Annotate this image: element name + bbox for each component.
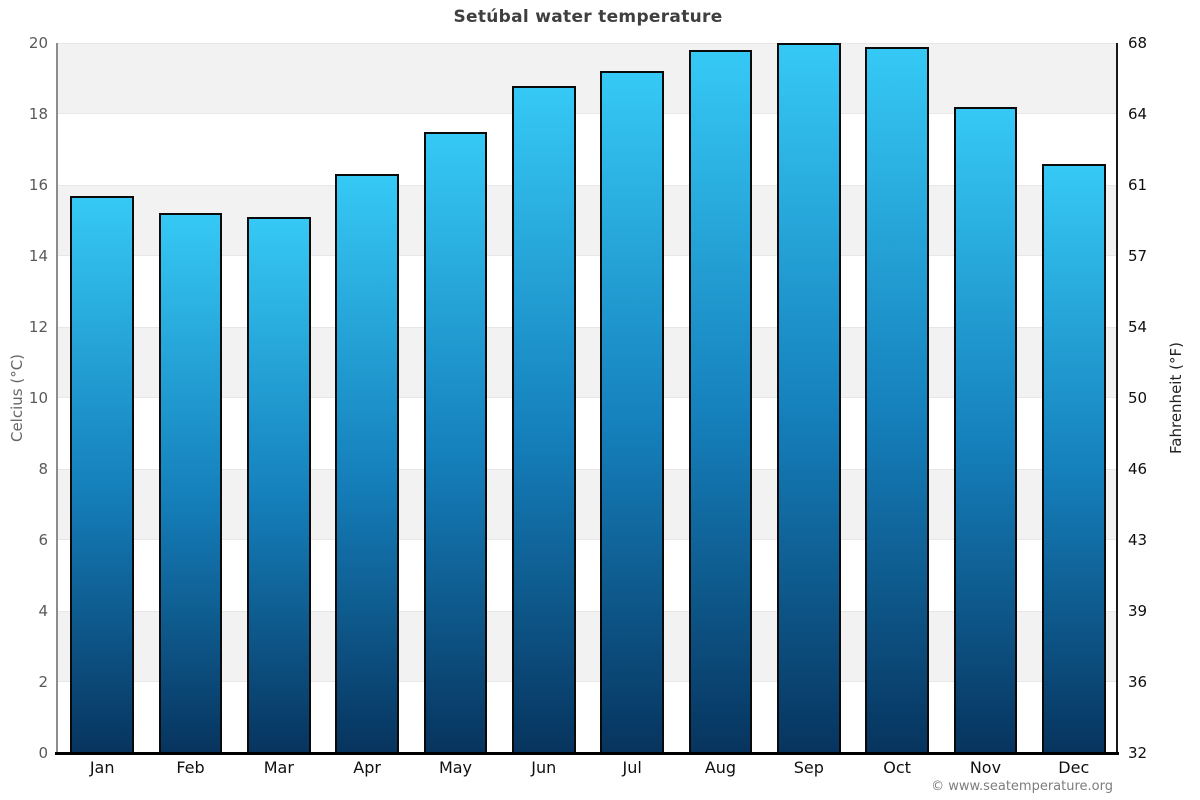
month-axis-labels: Jan Feb Mar Apr May Jun Jul Aug Sep Oct Nov Dec xyxy=(58,758,1118,777)
month-label-mar: Mar xyxy=(263,758,294,777)
grid-band xyxy=(58,611,1118,682)
celsius-tick-4: 4 xyxy=(38,602,48,620)
bar-dec xyxy=(1041,163,1106,753)
month-label-feb: Feb xyxy=(176,758,205,777)
bar-slot-mar xyxy=(235,43,323,753)
bar-oct xyxy=(865,46,929,753)
celsius-tick-6: 6 xyxy=(38,531,48,549)
bar-aug xyxy=(688,50,753,753)
fahrenheit-axis-title: Fahrenheit (°F) xyxy=(1167,342,1185,454)
grid-band xyxy=(58,682,1118,753)
bar-slot-jun xyxy=(500,43,588,753)
bar-slot-apr xyxy=(323,43,411,753)
month-label-jan: Jan xyxy=(89,758,115,777)
copyright-credit: © www.seatemperature.org xyxy=(931,779,1113,794)
grid-band xyxy=(58,43,1118,114)
grid-band xyxy=(58,185,1118,256)
fahrenheit-tick-39: 39 xyxy=(1128,602,1148,620)
chart-title: Setúbal water temperature xyxy=(453,7,723,27)
y-axis-line-celsius xyxy=(56,43,58,753)
y-axis-line-fahrenheit xyxy=(1116,43,1118,753)
bar-jun xyxy=(512,85,576,753)
bar-slot-sep xyxy=(765,43,853,753)
bar-slot-aug xyxy=(676,43,764,753)
bar-sep xyxy=(776,43,841,753)
bar-slot-nov xyxy=(941,43,1029,753)
bar-nov xyxy=(953,106,1018,753)
bar-apr xyxy=(335,174,399,753)
fahrenheit-tick-57: 57 xyxy=(1128,247,1148,265)
bar-slot-feb xyxy=(146,43,234,753)
celsius-tick-2: 2 xyxy=(38,673,48,691)
month-label-dec: Dec xyxy=(1058,758,1090,777)
month-label-jul: Jul xyxy=(622,758,642,777)
bar-jul xyxy=(600,71,664,753)
month-label-nov: Nov xyxy=(969,758,1002,777)
grid-band xyxy=(58,256,1118,327)
fahrenheit-tick-46: 46 xyxy=(1128,460,1148,478)
celsius-tick-16: 16 xyxy=(28,176,48,194)
bar-feb xyxy=(158,213,223,753)
month-label-sep: Sep xyxy=(793,758,824,777)
bar-slot-jul xyxy=(588,43,676,753)
month-label-may: May xyxy=(438,758,473,777)
plot-area xyxy=(58,43,1118,753)
month-label-oct: Oct xyxy=(883,758,911,777)
fahrenheit-tick-43: 43 xyxy=(1128,531,1148,549)
fahrenheit-tick-50: 50 xyxy=(1128,389,1148,407)
fahrenheit-tick-labels: 68 64 61 57 54 50 46 43 39 36 32 xyxy=(1128,34,1188,762)
grid-band xyxy=(58,114,1118,185)
bar-jan xyxy=(70,195,134,753)
grid-band xyxy=(58,327,1118,398)
celsius-tick-10: 10 xyxy=(28,389,48,407)
grid-band xyxy=(58,540,1118,611)
bar-slot-may xyxy=(411,43,499,753)
celsius-tick-12: 12 xyxy=(28,318,48,336)
grid-band xyxy=(58,469,1118,540)
celsius-axis-title: Celcius (°C) xyxy=(8,353,26,443)
bar-may xyxy=(423,131,488,753)
bar-slot-dec xyxy=(1030,43,1118,753)
bar-slot-jan xyxy=(58,43,146,753)
fahrenheit-tick-36: 36 xyxy=(1128,673,1148,691)
celsius-tick-14: 14 xyxy=(28,247,48,265)
month-label-aug: Aug xyxy=(704,758,737,777)
bar-mar xyxy=(247,216,311,753)
celsius-tick-8: 8 xyxy=(38,460,48,478)
celsius-tick-labels: 20 18 16 14 12 10 8 6 4 2 0 xyxy=(0,34,48,762)
fahrenheit-tick-54: 54 xyxy=(1128,318,1148,336)
celsius-tick-0: 0 xyxy=(38,744,48,762)
x-axis-line xyxy=(55,752,1119,755)
fahrenheit-tick-64: 64 xyxy=(1128,105,1148,123)
bar-series xyxy=(58,43,1118,753)
celsius-tick-18: 18 xyxy=(28,105,48,123)
celsius-tick-20: 20 xyxy=(28,34,48,52)
month-label-apr: Apr xyxy=(353,758,381,777)
grid-band xyxy=(58,398,1118,469)
fahrenheit-tick-61: 61 xyxy=(1128,176,1148,194)
fahrenheit-tick-68: 68 xyxy=(1128,34,1148,52)
bar-slot-oct xyxy=(853,43,941,753)
fahrenheit-tick-32: 32 xyxy=(1128,744,1148,762)
month-label-jun: Jun xyxy=(531,758,557,777)
